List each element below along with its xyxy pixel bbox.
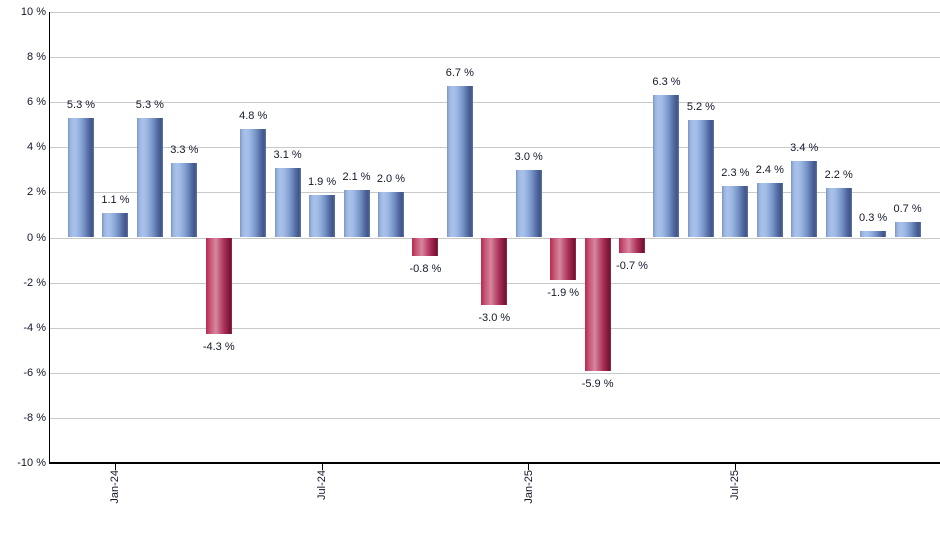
positive-bar <box>825 187 852 238</box>
bar-value-label: 4.8 % <box>239 110 268 123</box>
bar-value-label: 3.0 % <box>514 150 543 163</box>
bar-value-label: -5.9 % <box>581 377 614 390</box>
y-axis-tick-label: -2 % <box>23 276 46 289</box>
x-axis-tick <box>528 462 530 470</box>
x-axis-tick-label: Jan-25 <box>522 470 535 504</box>
gridline <box>50 417 940 419</box>
bar-value-label: 2.1 % <box>342 171 371 184</box>
bar-value-label: 0.7 % <box>893 202 922 215</box>
y-axis-tick-label: 4 % <box>27 141 46 154</box>
positive-bar <box>309 194 336 238</box>
gridline <box>50 327 940 329</box>
bar-value-label: 5.3 % <box>135 98 164 111</box>
x-axis-tick <box>734 462 736 470</box>
positive-bar <box>102 212 129 238</box>
negative-bar <box>205 237 232 335</box>
y-axis-tick-label: 8 % <box>27 51 46 64</box>
x-axis-line <box>49 462 940 464</box>
y-axis-tick-label: 2 % <box>27 186 46 199</box>
positive-bar <box>377 192 404 238</box>
gridline <box>50 12 940 13</box>
y-axis-line <box>49 12 50 463</box>
bar-value-label: 5.3 % <box>66 98 96 111</box>
positive-bar <box>722 185 749 238</box>
x-axis-tick-label: Jul-24 <box>316 470 329 500</box>
bar-value-label: 5.2 % <box>686 101 715 114</box>
x-axis-tick-label: Jan-24 <box>109 470 122 504</box>
bar-value-label: 3.3 % <box>170 144 199 157</box>
bar-value-label: -0.8 % <box>409 262 442 275</box>
gridline <box>50 57 940 59</box>
gridline <box>50 192 940 194</box>
x-axis-tick-label: Jul-25 <box>729 470 742 500</box>
x-axis-tick <box>321 462 323 470</box>
negative-bar <box>619 237 646 254</box>
y-axis-tick-label: 10 % <box>20 6 46 18</box>
x-axis-tick <box>114 462 116 470</box>
y-axis-tick-label: -4 % <box>23 321 46 334</box>
bar-value-label: 0.3 % <box>859 211 888 224</box>
bar-value-label: 3.1 % <box>273 148 302 161</box>
positive-bar <box>136 117 163 238</box>
y-axis-tick-label: -6 % <box>23 366 46 379</box>
positive-bar <box>687 120 714 238</box>
negative-bar <box>584 237 611 371</box>
bar-value-label: -3.0 % <box>478 312 511 325</box>
gridline <box>50 372 940 374</box>
negative-bar <box>550 237 577 281</box>
y-axis-tick-label: -10 % <box>17 457 46 469</box>
positive-bar <box>240 129 267 238</box>
gridline <box>50 102 940 104</box>
gridline <box>50 147 940 149</box>
y-axis-tick-label: 6 % <box>27 96 46 109</box>
bar-value-label: 2.3 % <box>721 166 750 179</box>
positive-bar <box>171 163 198 238</box>
positive-bar <box>860 230 887 238</box>
positive-bar <box>791 160 818 238</box>
bar-value-label: -4.3 % <box>202 341 235 354</box>
bar-value-label: 1.9 % <box>308 175 337 188</box>
positive-bar <box>446 86 473 238</box>
negative-bar <box>481 237 508 306</box>
negative-bar <box>412 237 439 256</box>
bar-value-label: 3.4 % <box>790 141 819 154</box>
bar-value-label: 2.2 % <box>824 168 853 181</box>
y-axis-tick-label: -8 % <box>23 411 46 424</box>
positive-bar <box>653 95 680 238</box>
bar-value-label: 2.0 % <box>376 173 406 186</box>
positive-bar <box>274 167 301 238</box>
bar-value-label: -0.7 % <box>616 260 648 273</box>
positive-bar <box>343 190 370 238</box>
positive-bar <box>68 117 94 238</box>
bar-value-label: 1.1 % <box>101 193 130 206</box>
bar-value-label: 6.7 % <box>445 67 474 80</box>
positive-bar <box>515 169 542 238</box>
positive-bar <box>894 221 921 238</box>
bar-value-label: -1.9 % <box>547 287 580 300</box>
positive-bar <box>756 183 783 238</box>
bar-value-label: 2.4 % <box>755 164 784 177</box>
bar-value-label: 6.3 % <box>652 76 681 89</box>
y-axis-tick-label: 0 % <box>27 231 46 244</box>
